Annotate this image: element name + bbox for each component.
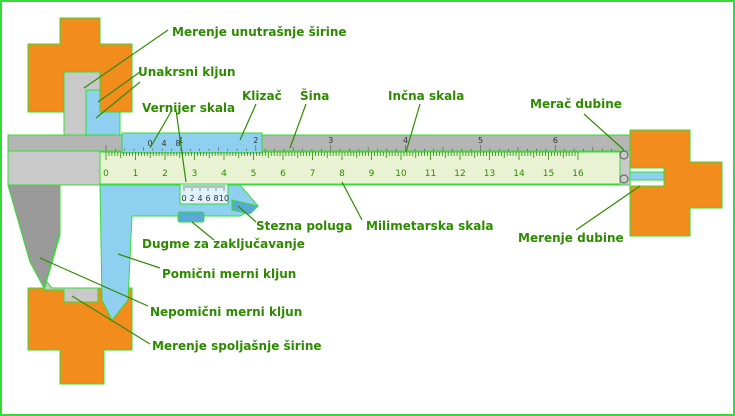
screw-bottom-icon (619, 174, 629, 184)
leader-movable-jaw (117, 253, 161, 269)
lock-button (177, 211, 205, 223)
inch-scale-number: 2 (253, 136, 258, 145)
vernier-ticks (183, 185, 225, 191)
inch-scale-number: 3 (328, 136, 333, 145)
slider-inch-number: 0 (147, 139, 152, 148)
mm-scale-number: 4 (221, 169, 227, 179)
label-clamp-lever: Stezna poluga (256, 219, 353, 233)
leader-lock (191, 221, 215, 241)
mm-scale-number: 13 (484, 169, 495, 179)
leader-mm-scale (341, 181, 363, 221)
label-cross-jaw: Unakrsni kljun (138, 65, 236, 79)
inch-scale-ticks (105, 145, 612, 151)
leader-cross-jaw-a (97, 71, 141, 103)
leader-vernier-b (175, 109, 187, 183)
slider-inch-number: 8 (175, 139, 180, 148)
label-inch-scale: Inčna skala (388, 89, 464, 103)
mm-scale-number: 16 (572, 169, 584, 179)
inch-scale-number: 1 (178, 136, 183, 145)
label-movable-jaw: Pomični merni kljun (162, 267, 296, 281)
mm-scale-number: 3 (192, 169, 198, 179)
leader-inner-width (83, 29, 169, 89)
mm-scale-number: 2 (162, 169, 168, 179)
mm-scale-number: 15 (543, 169, 554, 179)
leader-outer-width (71, 295, 151, 345)
mm-scale-numbers: 0 1 2 3 4 5 6 7 8 9 10 11 12 13 14 15 16 (103, 169, 584, 179)
label-inner-width: Merenje unutrašnje širine (172, 25, 347, 39)
mm-scale-number: 14 (513, 169, 525, 179)
fixed-jaw-shadow (7, 184, 61, 290)
mm-scale-number: 8 (339, 169, 345, 179)
mm-scale-ticks (105, 152, 579, 160)
label-rail: Šina (300, 88, 329, 103)
mm-scale-number: 7 (310, 169, 316, 179)
leader-depth-measure (575, 185, 641, 231)
vernier-number: 6 (205, 194, 210, 203)
leader-clamp (237, 205, 257, 223)
vernier-number: 8 (213, 194, 218, 203)
mm-scale-number: 5 (251, 169, 257, 179)
slider-top (121, 132, 263, 154)
leader-cross-jaw-b (95, 81, 141, 119)
screw-top-icon (619, 150, 629, 160)
inch-scale-numbers: 1 2 3 4 5 6 (178, 136, 558, 145)
leader-slider (239, 103, 257, 141)
inch-scale-number: 4 (403, 136, 408, 145)
depth-part (629, 129, 723, 237)
inch-scale-number: 6 (553, 136, 558, 145)
clamp-lever (231, 199, 259, 215)
vernier-number: 10 (219, 194, 229, 203)
leader-rail (289, 103, 307, 149)
mm-scale-strip (99, 151, 621, 185)
mm-scale-number: 9 (369, 169, 375, 179)
slider-inch-number: 4 (161, 139, 166, 148)
mm-scale-number: 6 (280, 169, 286, 179)
label-outer-width: Merenje spoljašnje širine (152, 339, 322, 353)
leader-lines (39, 29, 641, 345)
leader-vernier-a (149, 109, 173, 149)
label-depth-measure: Merenje dubine (518, 231, 624, 245)
vernier-number: 4 (197, 194, 202, 203)
label-vernier-scale: Vernijer skala (142, 101, 235, 115)
inch-scale-number: 5 (478, 136, 483, 145)
mm-scale-number: 1 (133, 169, 139, 179)
label-slider: Klizač (242, 89, 282, 103)
mm-scale-number: 10 (395, 169, 407, 179)
mm-scale-number: 0 (103, 169, 109, 179)
depth-rod (629, 171, 665, 181)
leader-depth-gauge (583, 113, 625, 151)
mm-scale-number: 11 (425, 169, 436, 179)
label-depth-gauge: Merač dubine (530, 97, 622, 111)
vernier-numbers: 0 2 4 6 8 10 (181, 194, 229, 203)
label-lock-button: Dugme za zaključavanje (142, 237, 305, 251)
leader-inch-scale (405, 103, 421, 153)
label-fixed-jaw: Nepomični merni kljun (150, 305, 302, 319)
mm-scale-number: 12 (454, 169, 465, 179)
vernier-number: 0 (181, 194, 186, 203)
vernier-number: 2 (189, 194, 194, 203)
leader-fixed-jaw (39, 257, 149, 307)
label-mm-scale: Milimetarska skala (366, 219, 494, 233)
